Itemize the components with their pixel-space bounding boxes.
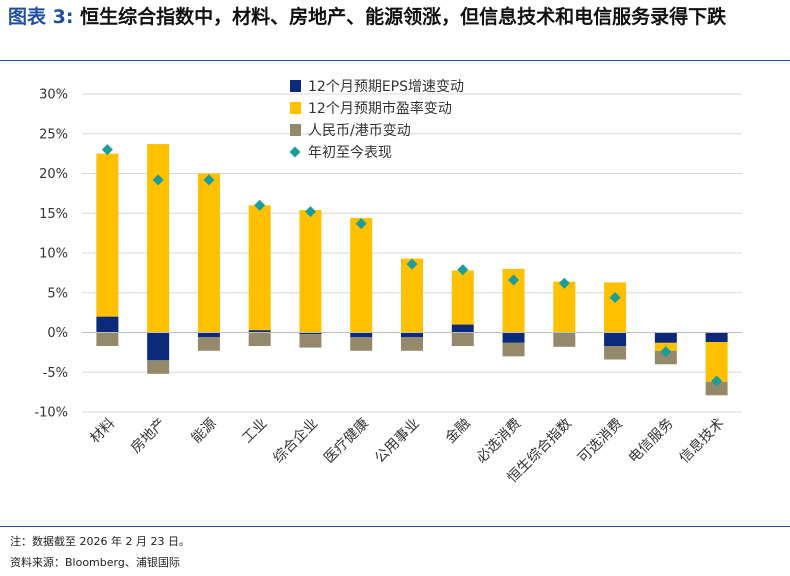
bar-segment <box>401 332 423 338</box>
bar-segment <box>147 332 170 361</box>
ytd-marker <box>609 292 621 304</box>
category-label: 公用事业 <box>372 416 423 467</box>
legend-label: 人民币/港币变动 <box>308 123 411 139</box>
bar-segment <box>604 282 627 333</box>
y-tick-label: 25% <box>39 127 68 142</box>
bar-segment <box>147 360 170 374</box>
bar-segment <box>197 173 220 333</box>
source-text: 资料来源：Bloomberg、浦银国际 <box>10 556 180 569</box>
category-label: 材料 <box>87 416 118 447</box>
bar-segment <box>350 218 373 333</box>
category-label: 工业 <box>239 416 270 447</box>
bar-segment <box>197 332 220 338</box>
bar-segment <box>299 332 322 335</box>
ytd-marker <box>406 258 418 270</box>
category-label: 能源 <box>189 416 220 447</box>
category-label: 可选消费 <box>575 416 626 467</box>
y-tick-label: 30% <box>39 88 68 103</box>
bar-segment <box>604 346 627 360</box>
stacked-bar-chart: 30% 25% 20% 15% 10% 5% 0% -5% -10% 材料 房地产 能源 工业 综合企业医… <box>34 79 742 486</box>
ytd-marker <box>254 199 266 211</box>
bar-segment <box>248 330 271 333</box>
legend-label: 年初至今表现 <box>308 144 392 161</box>
bar-segment <box>705 381 728 396</box>
category-label: 信息技术 <box>676 415 728 467</box>
ytd-marker <box>152 174 164 186</box>
bar-segment <box>451 270 474 325</box>
bar-segment <box>350 337 373 351</box>
y-tick-label: -5% <box>43 366 68 381</box>
bar-segment <box>451 324 474 333</box>
bar-segment <box>502 268 525 333</box>
ytd-marker <box>101 144 113 156</box>
legend-swatch <box>289 146 301 158</box>
bar-segment <box>502 342 525 357</box>
category-label: 电信服务 <box>626 416 677 467</box>
y-tick-label: 20% <box>39 167 68 182</box>
note-text: 注：数据截至 2026 年 2 月 23 日。 <box>10 535 190 548</box>
bar-segment <box>654 332 677 343</box>
bar-segment <box>604 332 627 347</box>
bar-segment <box>451 332 474 347</box>
ytd-marker <box>711 375 723 387</box>
y-tick-label: 15% <box>39 207 68 222</box>
bar-segment <box>654 350 677 365</box>
bar-segment <box>147 144 170 333</box>
bar-segment <box>401 258 423 333</box>
category-label: 综合企业 <box>270 415 322 467</box>
bar-segment <box>96 316 119 333</box>
bar-segment <box>248 205 271 331</box>
ytd-marker <box>203 174 215 186</box>
category-label: 房地产 <box>128 416 169 457</box>
legend-label: 12个月预期EPS增速变动 <box>308 79 464 95</box>
legend-swatch <box>290 80 301 92</box>
ytd-marker <box>508 274 520 286</box>
ytd-marker <box>304 206 316 218</box>
legend-swatch <box>290 102 301 114</box>
bar-segment <box>299 334 322 348</box>
figure-label: 图表 3: <box>8 6 74 28</box>
legend-label: 12个月预期市盈率变动 <box>308 100 452 117</box>
category-label: 必选消费 <box>473 416 524 467</box>
footnote-divider <box>0 526 790 527</box>
y-tick-label: 0% <box>47 326 68 341</box>
y-tick-label: 5% <box>47 286 68 301</box>
bar-segment <box>401 337 423 351</box>
chart-title: 图表 3: 恒生综合指数中，材料、房地产、能源领涨，但信息技术和电信服务录得下跌 <box>8 4 783 31</box>
bar-segment <box>248 332 271 347</box>
bar-segment <box>299 210 322 333</box>
bar-segment <box>553 333 576 347</box>
y-tick-label: 10% <box>39 247 68 262</box>
ytd-marker <box>457 264 469 276</box>
ytd-marker <box>355 218 367 230</box>
bar-segment <box>705 342 728 382</box>
bar-segment <box>553 281 576 333</box>
category-label: 医疗健康 <box>320 415 372 467</box>
title-divider <box>0 60 790 61</box>
bar-segment <box>197 337 220 351</box>
title-text: 恒生综合指数中，材料、房地产、能源领涨，但信息技术和电信服务录得下跌 <box>80 6 727 28</box>
legend-swatch <box>290 124 301 136</box>
bar-segment <box>96 153 119 317</box>
y-tick-label: -10% <box>34 406 68 421</box>
category-label: 金融 <box>442 416 473 447</box>
bar-segment <box>705 332 728 343</box>
bar-segment <box>502 332 525 343</box>
ytd-marker <box>660 346 672 358</box>
ytd-marker <box>558 277 570 289</box>
bar-segment <box>96 332 119 347</box>
bar-segment <box>350 332 373 338</box>
